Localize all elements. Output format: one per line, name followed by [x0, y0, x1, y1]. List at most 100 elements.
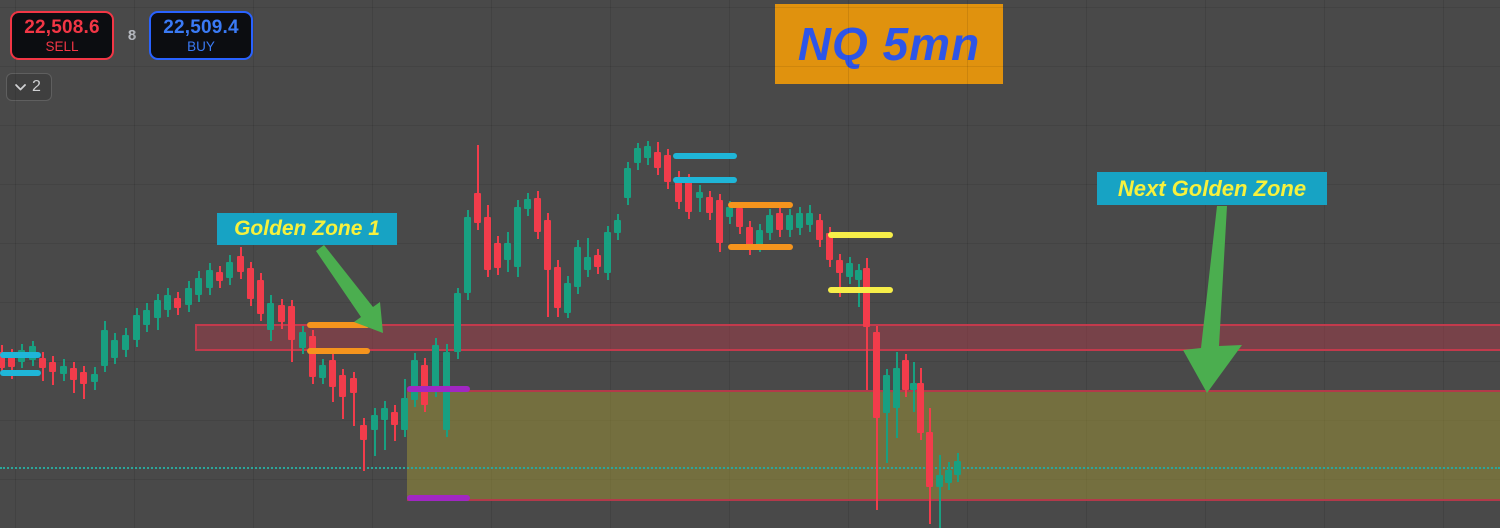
candle-body	[401, 398, 408, 430]
candle-wick	[939, 455, 941, 528]
candle-body	[716, 200, 723, 243]
candle-body	[122, 335, 129, 350]
candle-body	[696, 192, 703, 198]
candle-body	[329, 360, 336, 387]
candle-body	[675, 177, 682, 202]
candle-wick	[886, 369, 888, 463]
candle-body	[350, 378, 357, 393]
candle-body	[766, 215, 773, 233]
next-golden-zone-label[interactable]: Next Golden Zone	[1097, 172, 1327, 205]
candle-body	[39, 358, 46, 368]
candle-body	[614, 220, 621, 233]
order-block-line	[0, 352, 41, 358]
candle-wick	[858, 264, 860, 307]
candle-wick	[374, 408, 376, 456]
buy-button[interactable]: 22,509.4 BUY	[149, 11, 253, 60]
candle-body	[237, 256, 244, 272]
candle-body	[267, 303, 274, 330]
candle-body	[624, 168, 631, 198]
grid-line-vertical	[15, 0, 16, 528]
candle-body	[60, 366, 67, 374]
candle-body	[80, 372, 87, 384]
candle-body	[464, 217, 471, 293]
chevron-down-icon	[15, 83, 26, 90]
golden-zone-1-label[interactable]: Golden Zone 1	[217, 213, 397, 245]
candle-wick	[353, 372, 355, 426]
equilibrium-dotted-line	[0, 467, 1500, 469]
next-golden-zone-band	[407, 390, 1500, 501]
order-block-line	[307, 348, 370, 354]
candle-body	[174, 298, 181, 308]
candle-body	[257, 280, 264, 314]
candle-body	[504, 243, 511, 260]
candle-body	[514, 207, 521, 267]
candle-body	[574, 247, 581, 287]
grid-line-vertical	[729, 0, 730, 528]
candle-body	[664, 155, 671, 182]
candle-body	[360, 425, 367, 440]
candle-body	[288, 306, 295, 340]
candle-body	[154, 300, 161, 318]
candle-body	[391, 412, 398, 425]
candle-body	[195, 278, 202, 295]
candle-body	[247, 268, 254, 299]
grid-line-vertical	[491, 0, 492, 528]
candle-body	[873, 332, 880, 418]
candle-body	[226, 262, 233, 278]
grid-line-vertical	[967, 0, 968, 528]
grid-line-horizontal	[0, 361, 1500, 362]
candle-wick	[384, 401, 386, 450]
candle-wick	[477, 145, 479, 230]
order-block-line	[828, 232, 893, 238]
candle-body	[917, 383, 924, 433]
spread-value: 8	[127, 27, 137, 44]
candle-body	[926, 432, 933, 487]
grid-line-horizontal	[0, 66, 1500, 67]
candle-body	[706, 197, 713, 213]
candle-body	[278, 305, 285, 322]
positions-count-button[interactable]: 2	[6, 73, 52, 101]
candle-body	[584, 257, 591, 270]
positions-count: 2	[32, 78, 41, 95]
sell-button[interactable]: 22,508.6 SELL	[10, 11, 114, 60]
candle-body	[0, 352, 5, 368]
candle-body	[494, 243, 501, 268]
candle-body	[454, 293, 461, 352]
candle-body	[954, 461, 961, 475]
candle-body	[644, 146, 651, 158]
candle-body	[534, 198, 541, 232]
candle-body	[309, 336, 316, 377]
sell-price: 22,508.6	[24, 17, 100, 39]
grid-line-vertical	[372, 0, 373, 528]
candle-body	[654, 152, 661, 168]
candle-body	[883, 375, 890, 413]
buy-price: 22,509.4	[163, 17, 239, 39]
candle-body	[421, 365, 428, 405]
candle-body	[70, 368, 77, 380]
grid-line-vertical	[134, 0, 135, 528]
candle-body	[143, 310, 150, 325]
grid-line-horizontal	[0, 420, 1500, 421]
candle-body	[474, 193, 481, 223]
order-block-line	[728, 244, 793, 250]
candle-body	[381, 408, 388, 420]
candle-body	[111, 340, 118, 358]
candle-body	[816, 220, 823, 240]
candle-body	[736, 208, 743, 227]
order-block-line	[673, 153, 737, 159]
instrument-timeframe-banner[interactable]: NQ 5mn	[775, 4, 1003, 84]
candle-body	[594, 255, 601, 267]
candle-body	[544, 220, 551, 270]
order-block-line	[0, 370, 41, 376]
candle-body	[371, 415, 378, 430]
candle-wick	[876, 326, 878, 510]
grid-line-horizontal	[0, 125, 1500, 126]
order-block-line	[407, 386, 470, 392]
candle-body	[685, 180, 692, 212]
candle-body	[164, 295, 171, 310]
candle-body	[910, 383, 917, 390]
candle-body	[101, 330, 108, 366]
candle-body	[893, 368, 900, 408]
